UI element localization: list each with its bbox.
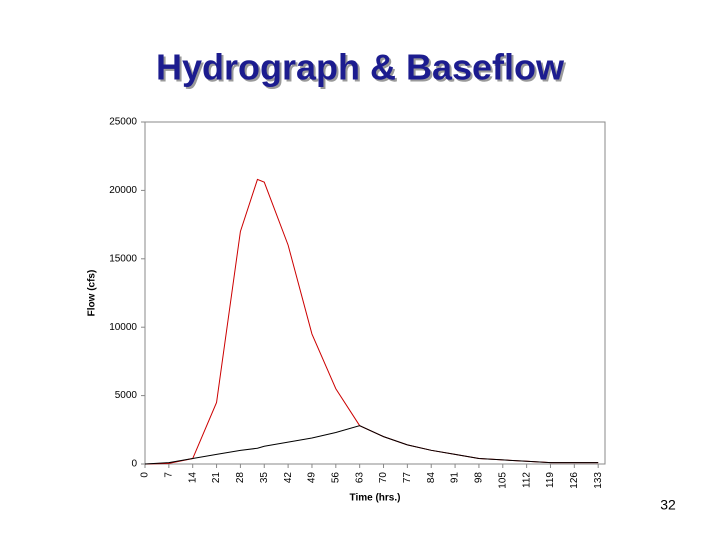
x-tick-label: 14 xyxy=(187,472,198,484)
x-tick-label: 21 xyxy=(211,472,222,484)
x-tick-label: 126 xyxy=(569,472,580,489)
x-tick-label: 35 xyxy=(259,472,270,484)
x-tick-label: 84 xyxy=(426,472,437,484)
title-shadow: Hydrograph & Baseflow xyxy=(158,49,567,90)
x-tick-label: 42 xyxy=(283,472,294,484)
x-axis-label: Time (hrs.) xyxy=(350,493,401,504)
x-tick-label: 49 xyxy=(307,472,318,484)
x-tick-label: 63 xyxy=(354,472,365,484)
x-tick-label: 28 xyxy=(235,472,246,484)
x-tick-label: 70 xyxy=(378,472,389,484)
plot-frame xyxy=(144,121,606,465)
y-tick-label: 25000 xyxy=(109,117,137,128)
x-tick-label: 91 xyxy=(450,472,461,484)
y-tick-label: 10000 xyxy=(109,322,137,333)
x-tick-label: 119 xyxy=(545,472,556,488)
x-tick-label: 98 xyxy=(474,472,485,484)
x-tick-label: 105 xyxy=(497,472,508,489)
slide-number: 32 xyxy=(660,497,676,513)
series-line xyxy=(144,425,599,465)
chart-title: Hydrograph & Baseflow xyxy=(156,47,565,88)
x-tick-label: 56 xyxy=(330,472,341,484)
x-tick-label: 0 xyxy=(140,472,151,478)
y-tick-label: 0 xyxy=(131,459,137,470)
y-tick-label: 20000 xyxy=(109,185,137,196)
x-tick-label: 7 xyxy=(163,472,174,478)
y-axis-label: Flow (cfs) xyxy=(87,270,98,317)
x-tick-label: 112 xyxy=(521,472,532,488)
series-line xyxy=(144,178,599,465)
x-tick-label: 133 xyxy=(593,472,604,489)
y-tick-label: 5000 xyxy=(115,390,138,401)
x-tick-label: 77 xyxy=(402,472,413,484)
y-tick-label: 15000 xyxy=(109,253,137,264)
